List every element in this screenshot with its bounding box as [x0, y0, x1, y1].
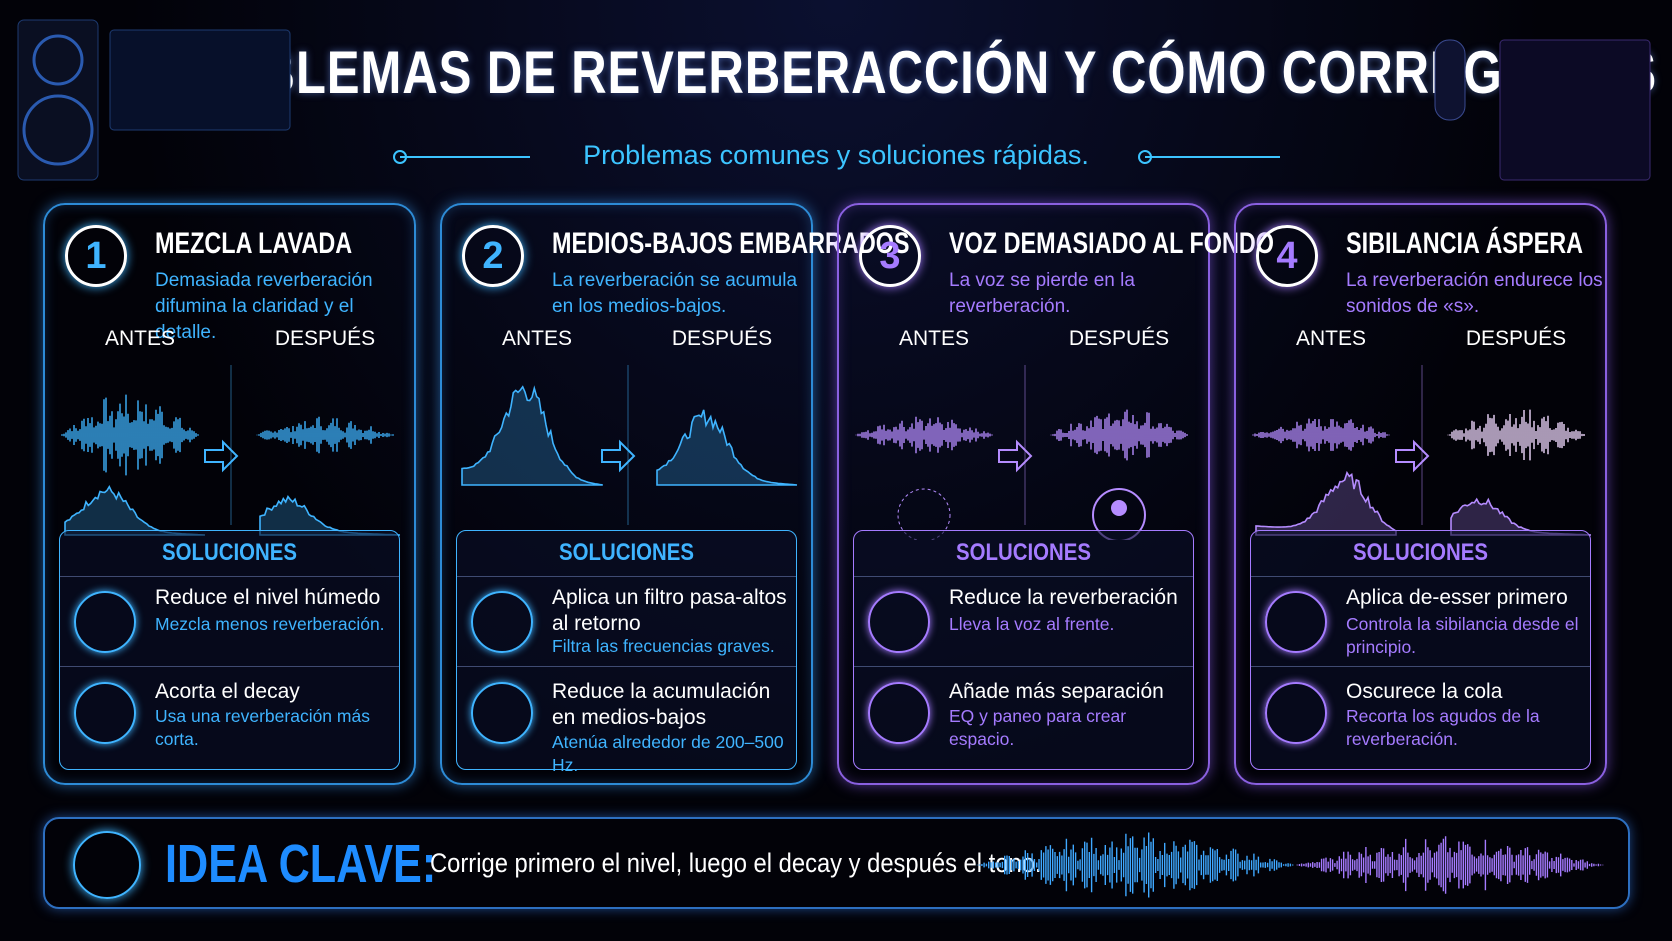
solution-title: Reduce la acumulación en medios-bajos	[552, 680, 771, 729]
arrow	[601, 439, 636, 473]
before-label: ANTES	[898, 327, 969, 350]
waveform	[256, 416, 394, 454]
solution-title: Reduce el nivel húmedo	[155, 586, 381, 609]
solution: Aplica un filtro pasa-altos al retorno F…	[457, 576, 796, 667]
solution-title: Reduce la reverberación	[949, 586, 1178, 609]
spectrum	[64, 485, 206, 536]
key-waveform	[976, 832, 1604, 898]
solution-icon	[1265, 682, 1327, 744]
before-label: ANTES	[501, 327, 572, 350]
card-description: La voz se pierde en la reverberación.	[949, 270, 1135, 317]
spectrum	[656, 409, 798, 486]
solution: Reduce el nivel húmedo Mezcla menos reve…	[60, 576, 399, 667]
solutions-title: SOLUCIONES	[162, 539, 297, 566]
card-number: 1	[65, 225, 127, 287]
solutions-title: SOLUCIONES	[1353, 539, 1488, 566]
page-subtitle: Problemas comunes y soluciones rápidas.	[583, 140, 1089, 170]
solutions-box: SOLUCIONES Reduce la reverberación Lleva…	[853, 530, 1194, 770]
solution: Acorta el decay Usa una reverberación má…	[60, 666, 399, 762]
problem-card: 2 MEDIOS-BAJOS EMBARRADOS La reverberaci…	[440, 203, 910, 785]
arrow	[1395, 439, 1430, 473]
solution: Añade más separación EQ y paneo para cre…	[854, 666, 1193, 762]
person-icon	[897, 488, 951, 540]
card-description: Demasiada reverberación difumina la clar…	[155, 270, 373, 343]
solution-title: Aplica de-esser primero	[1346, 586, 1568, 609]
comparison-visual	[1252, 365, 1592, 536]
card-number: 4	[1256, 225, 1318, 287]
arrow	[998, 439, 1033, 473]
solution-description: Controla la sibilancia desde el principi…	[1346, 614, 1579, 657]
solutions-box: SOLUCIONES Aplica de-esser primero Contr…	[1250, 530, 1591, 770]
solution: Oscurece la cola Recorta los agudos de l…	[1251, 666, 1590, 762]
waveform	[61, 394, 199, 476]
person-icon	[1111, 500, 1127, 516]
solution-title: Acorta el decay	[155, 680, 300, 703]
solution-icon	[471, 682, 533, 744]
solution-icon	[1265, 591, 1327, 653]
spectrum	[1255, 470, 1397, 536]
card-description: La reverberación endurece los sonidos de…	[1346, 270, 1603, 317]
card-title: VOZ DEMASIADO AL FONDO	[949, 227, 1275, 260]
solution: Aplica de-esser primero Controla la sibi…	[1251, 576, 1590, 667]
spectrum	[461, 385, 603, 486]
key-idea-text: Corrige primero el nivel, luego el decay…	[430, 848, 1042, 878]
waveform	[1296, 836, 1604, 894]
comparison-visual	[855, 365, 1188, 540]
card-title: MEDIOS-BAJOS EMBARRADOS	[552, 227, 910, 260]
waveform	[855, 416, 993, 454]
card-title: SIBILANCIA ÁSPERA	[1346, 227, 1584, 260]
solution: Reduce la acumulación en medios-bajos At…	[457, 666, 796, 775]
arrow	[204, 439, 239, 473]
card-title: MEZCLA LAVADA	[155, 227, 353, 260]
key-idea: IDEA CLAVE: Corrige primero el nivel, lu…	[43, 817, 1630, 909]
comparison-visual	[61, 365, 401, 536]
card-description: La reverberación se acumula en los medio…	[552, 270, 798, 317]
solution-icon	[868, 682, 930, 744]
solution-icon	[74, 682, 136, 744]
solutions-title: SOLUCIONES	[559, 539, 694, 566]
waveform	[1252, 418, 1390, 452]
after-label: DESPUÉS	[1068, 327, 1170, 350]
solution-title: Oscurece la cola	[1346, 680, 1503, 703]
after-label: DESPUÉS	[274, 327, 376, 350]
card-number: 3	[859, 225, 921, 287]
waveform	[1447, 409, 1585, 461]
comparison-visual	[461, 365, 798, 525]
solution-icon	[471, 591, 533, 653]
solution: Reduce la reverberación Lleva la voz al …	[854, 576, 1193, 667]
solution-description: Recorta los agudos de la reverberación.	[1346, 706, 1540, 749]
bulb-icon	[73, 831, 141, 899]
waveform	[1050, 409, 1188, 461]
solution-description: EQ y paneo para crear espacio.	[949, 706, 1127, 749]
after-label: DESPUÉS	[671, 327, 773, 350]
solution-title: Añade más separación	[949, 680, 1164, 703]
header-decor	[17, 19, 1651, 181]
solution-title: Aplica un filtro pasa-altos al retorno	[552, 586, 787, 635]
solution-description: Filtra las frecuencias graves.	[552, 636, 775, 656]
solution-description: Lleva la voz al frente.	[949, 614, 1115, 634]
problem-card: 1 MEZCLA LAVADA Demasiada reverberación …	[43, 203, 416, 785]
after-label: DESPUÉS	[1465, 327, 1567, 350]
key-idea-label: IDEA CLAVE:	[165, 834, 437, 894]
card-number: 2	[462, 225, 524, 287]
solution-icon	[74, 591, 136, 653]
problem-card: 4 SIBILANCIA ÁSPERA La reverberación end…	[1234, 203, 1607, 785]
person-icon	[1092, 488, 1146, 540]
before-label: ANTES	[104, 327, 175, 350]
solutions-box: SOLUCIONES Reduce el nivel húmedo Mezcla…	[59, 530, 400, 770]
before-label: ANTES	[1295, 327, 1366, 350]
solution-description: Usa una reverberación más corta.	[155, 706, 370, 749]
problem-card: 3 VOZ DEMASIADO AL FONDO La voz se pierd…	[837, 203, 1274, 785]
waveform	[976, 832, 1294, 898]
solution-icon	[868, 591, 930, 653]
solution-description: Mezcla menos reverberación.	[155, 614, 385, 634]
solutions-box: SOLUCIONES Aplica un filtro pasa-altos a…	[456, 530, 797, 775]
page-title: PROBLEMAS DE REVERBERACCIÓN Y CÓMO CORRE…	[150, 39, 1658, 106]
solutions-title: SOLUCIONES	[956, 539, 1091, 566]
solution-description: Atenúa alrededor de 200–500 Hz.	[552, 732, 784, 775]
